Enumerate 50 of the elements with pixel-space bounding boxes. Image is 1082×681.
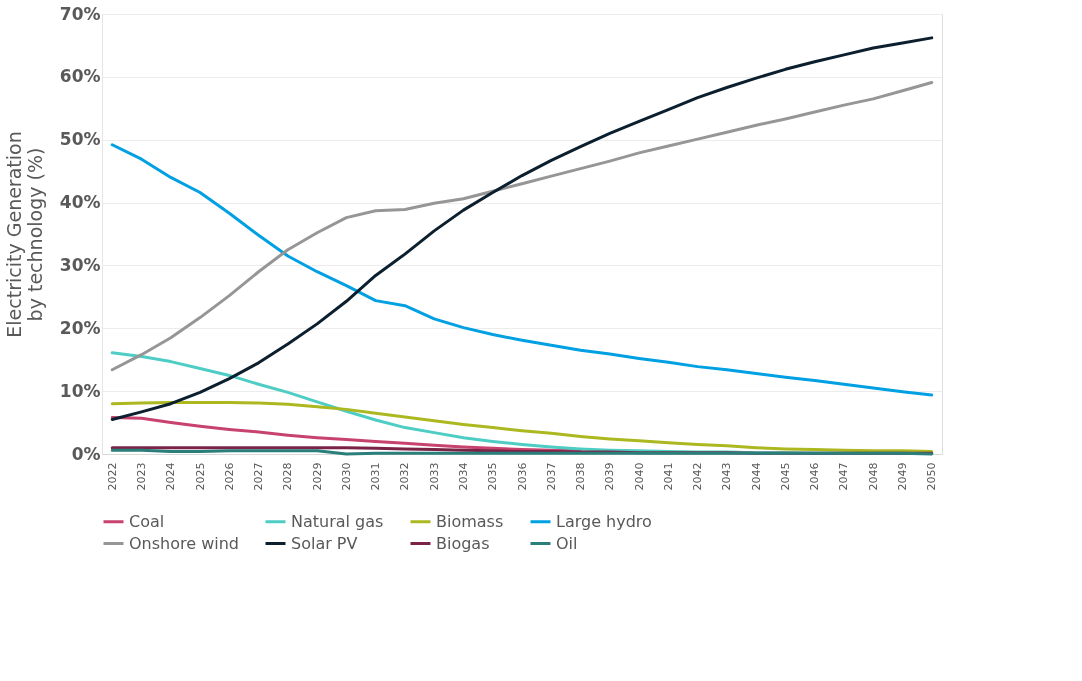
x-tick-label: 2048: [866, 462, 880, 491]
x-tick-label: 2028: [281, 462, 295, 491]
line-series: [110, 400, 934, 453]
y-tick-label: 60%: [59, 66, 101, 87]
y-tick-label: 70%: [59, 3, 101, 24]
legend-label: Biomass: [436, 511, 504, 531]
legend-label: Solar PV: [291, 533, 358, 553]
y-tick-label: 40%: [59, 192, 101, 213]
y-tick-label: 30%: [59, 254, 101, 275]
x-tick-label: 2026: [222, 462, 236, 491]
x-tick-label: 2031: [369, 462, 383, 491]
y-axis-title: Electricity Generation by technology (%): [2, 131, 46, 338]
x-tick-label: 2023: [135, 462, 149, 491]
legend-label: Natural gas: [291, 511, 384, 531]
x-tick-label: 2042: [691, 462, 705, 491]
x-tick-label: 2029: [310, 462, 324, 491]
x-tick-label: 2030: [339, 462, 353, 491]
legend-label: Biogas: [436, 533, 490, 553]
legend-label: Large hydro: [556, 511, 652, 531]
x-tick-label: 2033: [427, 462, 441, 491]
line-series: [110, 81, 934, 372]
x-tick-label: 2035: [486, 462, 500, 491]
x-tick-label: 2046: [808, 462, 822, 491]
x-tick-label: 2045: [778, 462, 792, 491]
x-tick-label: 2024: [164, 462, 178, 491]
x-tick-label: 2027: [252, 462, 266, 491]
y-tick-label: 0%: [71, 443, 101, 464]
x-tick-label: 2044: [749, 462, 763, 491]
y-tick-label: 20%: [59, 317, 101, 338]
x-tick-label: 2050: [925, 462, 939, 491]
line-series: [110, 36, 934, 421]
y-tick-label: 50%: [59, 129, 101, 150]
x-tick-label: 2036: [515, 462, 529, 491]
x-tick-label: 2040: [632, 462, 646, 491]
x-tick-label: 2025: [193, 462, 207, 491]
x-tick-label: 2038: [574, 462, 588, 491]
y-tick-label: 10%: [59, 380, 101, 401]
x-tick-label: 2041: [661, 462, 675, 491]
x-tick-label: 2022: [105, 462, 119, 491]
x-tick-label: 2032: [398, 462, 412, 491]
x-tick-label: 2049: [895, 462, 909, 491]
legend-label: Oil: [556, 533, 578, 553]
x-tick-label: 2034: [456, 462, 470, 491]
x-tick-label: 2047: [837, 462, 851, 491]
x-tick-label: 2037: [544, 462, 558, 491]
legend-label: Onshore wind: [129, 533, 239, 553]
legend-label: Coal: [129, 511, 165, 531]
x-tick-label: 2039: [603, 462, 617, 491]
line-series: [110, 143, 934, 397]
x-tick-label: 2043: [720, 462, 734, 491]
